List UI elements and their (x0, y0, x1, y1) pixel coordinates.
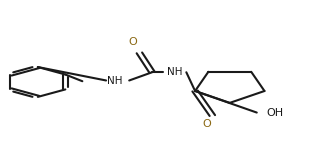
Text: NH: NH (166, 67, 182, 77)
Text: O: O (129, 37, 137, 47)
Text: NH: NH (107, 76, 123, 86)
Text: O: O (203, 119, 211, 130)
Text: OH: OH (266, 108, 284, 117)
